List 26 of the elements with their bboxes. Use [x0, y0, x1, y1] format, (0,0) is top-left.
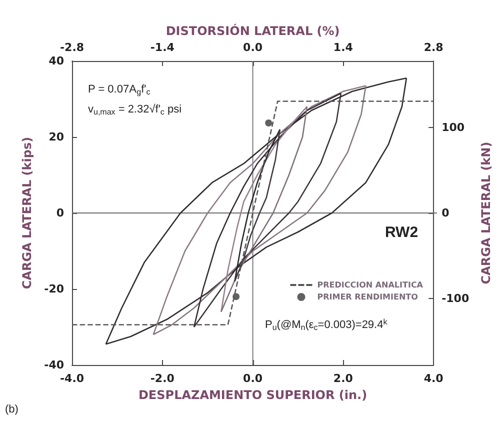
x2-tick-label: -2.8	[60, 41, 84, 54]
x-tick-label: -2.0	[150, 372, 175, 385]
y2-tick-label: 100	[442, 121, 465, 134]
x2-tick-label: 0.0	[243, 41, 263, 54]
x2-axis-title: DISTORSIÓN LATERAL (%)	[166, 23, 340, 38]
y-tick-label: 40	[48, 54, 64, 68]
x-tick-label: -4.0	[60, 372, 84, 385]
y2-tick-label: 0	[442, 206, 450, 220]
legend-label: PRIMER RENDIMIENTO	[317, 292, 418, 302]
x-tick-label: 2.0	[333, 372, 354, 385]
y-axis-title: CARGA LATERAL (kips)	[20, 136, 34, 290]
text: (b)	[5, 404, 18, 416]
x2-tick-label: 1.4	[333, 41, 354, 54]
x2-tick-label: 2.8	[424, 41, 444, 54]
y2-axis-title: CARGA LATERAL (kN)	[479, 142, 493, 284]
x-tick-label: 0.0	[243, 372, 263, 385]
x-axis-title: DESPLAZAMIENTO SUPERIOR (in.)	[138, 388, 368, 402]
y-tick-label: -40	[44, 358, 64, 372]
y-tick-label: 0	[56, 206, 64, 220]
x2-tick-label: -1.4	[150, 41, 175, 54]
y-tick-label: 20	[48, 130, 64, 144]
x-tick-label: 4.0	[424, 372, 444, 385]
y2-tick-label: -100	[442, 292, 470, 305]
annotation: RW2	[385, 224, 418, 241]
legend-label: PREDICCION ANALITICA	[317, 280, 424, 290]
y-tick-label: -20	[44, 282, 64, 296]
